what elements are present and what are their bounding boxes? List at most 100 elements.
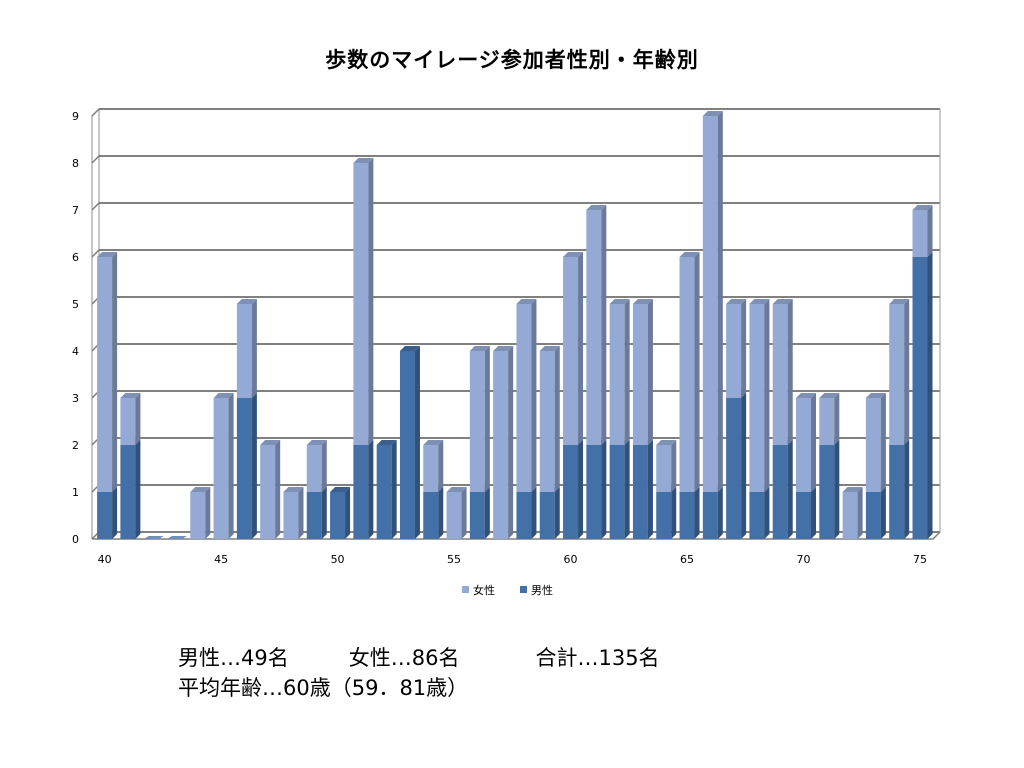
summary-total: 合計…135名 [535, 646, 660, 670]
bar-female-top [423, 440, 444, 445]
bar-male [330, 487, 351, 539]
summary-block: 男性…49名 女性…86名 合計…135名 平均年齢…60歳（59．81歳） [178, 643, 660, 703]
bar-female [236, 299, 257, 398]
y-tick-label: 3 [72, 392, 79, 405]
bar-female-side [671, 440, 677, 492]
chart-title: 歩数のマイレージ参加者性別・年齢別 [325, 48, 699, 72]
bar-male-front [97, 492, 113, 539]
bar-male-front [539, 492, 555, 539]
legend-swatch [520, 586, 527, 593]
bar-female [819, 393, 840, 445]
bar-male-front [306, 492, 322, 539]
bar-female [306, 440, 327, 492]
bar-female-front [236, 304, 252, 398]
bar-female [260, 440, 281, 539]
bar-female-top [796, 393, 817, 398]
bar-male-side [112, 487, 118, 539]
bar-female-top [213, 393, 234, 398]
bar-female-side [484, 346, 490, 492]
bar-female-front [493, 351, 509, 539]
bar-female-side [554, 346, 560, 492]
bar-male-front [516, 492, 532, 539]
bar-male [469, 487, 490, 539]
x-tick-label: 55 [447, 553, 461, 566]
bar-female-side [717, 111, 723, 492]
bar-female-front [656, 445, 672, 492]
legend: 女性 男性 [462, 583, 553, 597]
legend-label: 男性 [531, 583, 553, 597]
bar-female-side [857, 487, 863, 539]
bar-female-top [120, 393, 141, 398]
bar-female-front [213, 398, 229, 539]
bar-female [772, 299, 793, 445]
bar-male-top [399, 346, 420, 351]
x-tick-label: 60 [564, 553, 578, 566]
bar-female-side [647, 299, 653, 445]
y-axis-ticks: 0 1 2 3 4 5 6 7 8 9 [72, 110, 79, 546]
bar-female-front [586, 210, 602, 445]
bar-female-front [772, 304, 788, 445]
bar-female [493, 346, 514, 539]
bar-female-side [368, 158, 374, 445]
bar-female-front [97, 257, 113, 492]
legend-label: 女性 [473, 583, 495, 597]
bar-female-side [787, 299, 793, 445]
bar-female-side [904, 299, 910, 445]
bar-female-front [423, 445, 439, 492]
bar-female-side [694, 252, 700, 492]
bar-female [679, 252, 700, 492]
bar-female-front [283, 492, 299, 539]
bar-female-top [726, 299, 747, 304]
bar-female-side [321, 440, 327, 492]
bar-female-side [764, 299, 770, 492]
bar-female-front [726, 304, 742, 398]
x-tick-label: 70 [797, 553, 811, 566]
bar-female-front [889, 304, 905, 445]
bar-female-front [260, 445, 276, 539]
bar-female-top [306, 440, 327, 445]
bar-female-front [353, 163, 369, 445]
bar-male-side [717, 487, 723, 539]
bars [97, 111, 933, 539]
bar-male [236, 393, 257, 539]
bar-female [702, 111, 723, 492]
bar-female-top [446, 487, 467, 492]
bar-male-side [391, 440, 397, 539]
bar-male-side [880, 487, 886, 539]
bar-female-front [120, 398, 136, 445]
bar-female-top [702, 111, 723, 116]
bar-female-side [298, 487, 304, 539]
bar-male-side [927, 252, 933, 539]
bar-female-front [609, 304, 625, 445]
bar-male-side [787, 440, 793, 539]
bar-female-front [819, 398, 835, 445]
bar-female-side [461, 487, 467, 539]
bar-female-side [228, 393, 234, 539]
bar-female-side [438, 440, 444, 492]
bar-female-side [135, 393, 141, 445]
bar-female [842, 487, 863, 539]
bar-male [563, 440, 584, 539]
bar-male-front [376, 445, 392, 539]
bar-male-side [671, 487, 677, 539]
bar-female [586, 205, 607, 445]
bar-female-top [865, 393, 886, 398]
summary-row-average: 平均年齢…60歳（59．81歳） [178, 673, 660, 703]
bar-female-top [469, 346, 490, 351]
bar-male-side [741, 393, 747, 539]
bar-male-side [647, 440, 653, 539]
bar-male-side [321, 487, 327, 539]
bar-male-front [679, 492, 695, 539]
bar-female [796, 393, 817, 492]
bar-male [865, 487, 886, 539]
bar-female [213, 393, 234, 539]
bar-female-top [656, 440, 677, 445]
bar-female [632, 299, 653, 445]
bar-female-side [927, 205, 933, 257]
x-tick-label: 65 [680, 553, 694, 566]
bar-male [97, 487, 118, 539]
bar-male-side [601, 440, 607, 539]
bar-male [376, 440, 397, 539]
bar-zero [143, 536, 164, 539]
